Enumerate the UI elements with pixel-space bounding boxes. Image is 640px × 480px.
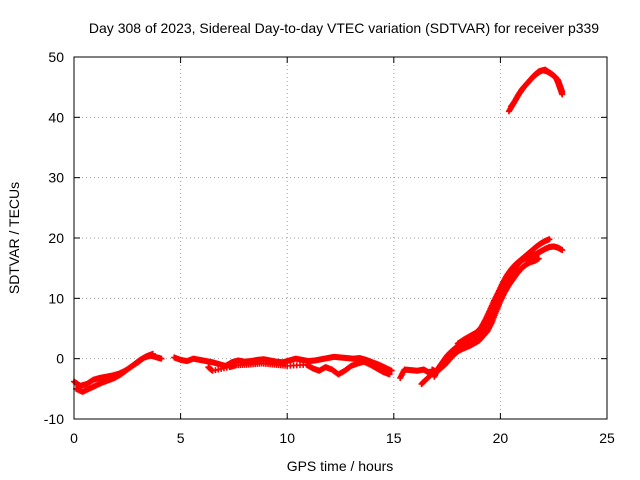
data-points (71, 66, 566, 395)
y-tick-label: 30 (48, 170, 64, 186)
series-track-rise-b (429, 255, 542, 375)
y-tick-label: 0 (56, 351, 64, 367)
series-track-main-low (71, 352, 165, 389)
x-tick-label: 10 (279, 430, 295, 446)
y-tick-label: 10 (48, 290, 64, 306)
y-tick-label: 20 (48, 230, 64, 246)
grid-lines (74, 57, 607, 419)
x-tick-label: 20 (493, 430, 509, 446)
chart-title: Day 308 of 2023, Sidereal Day-to-day VTE… (89, 20, 599, 36)
y-tick-label: 50 (48, 49, 64, 65)
plot-frame (73, 56, 608, 420)
data-point (559, 247, 566, 254)
series-track-high-b (508, 66, 566, 110)
x-tick-label: 0 (70, 430, 78, 446)
y-tick-label: 40 (48, 109, 64, 125)
data-point (149, 350, 156, 357)
y-axis-label: SDTVAR / TECUs (6, 182, 22, 294)
data-point (386, 371, 393, 378)
x-tick-label: 15 (386, 430, 402, 446)
data-point (546, 236, 553, 243)
series-track-mid-b (205, 358, 393, 378)
y-tick-label: -10 (44, 411, 64, 427)
data-point (535, 255, 542, 262)
data-point (418, 381, 425, 388)
series-track-rise-c (454, 236, 553, 347)
data-point (559, 88, 566, 95)
x-tick-label: 5 (177, 430, 185, 446)
x-tick-label: 25 (599, 430, 615, 446)
series-track-main-low-b (73, 350, 156, 395)
data-point (388, 367, 395, 374)
data-point (158, 355, 165, 362)
series-track-gap (397, 366, 436, 388)
axis-ticks: 0 5 10 15 20 25 -10 0 10 20 30 40 50 (44, 49, 615, 446)
x-axis-label: GPS time / hours (287, 458, 394, 474)
